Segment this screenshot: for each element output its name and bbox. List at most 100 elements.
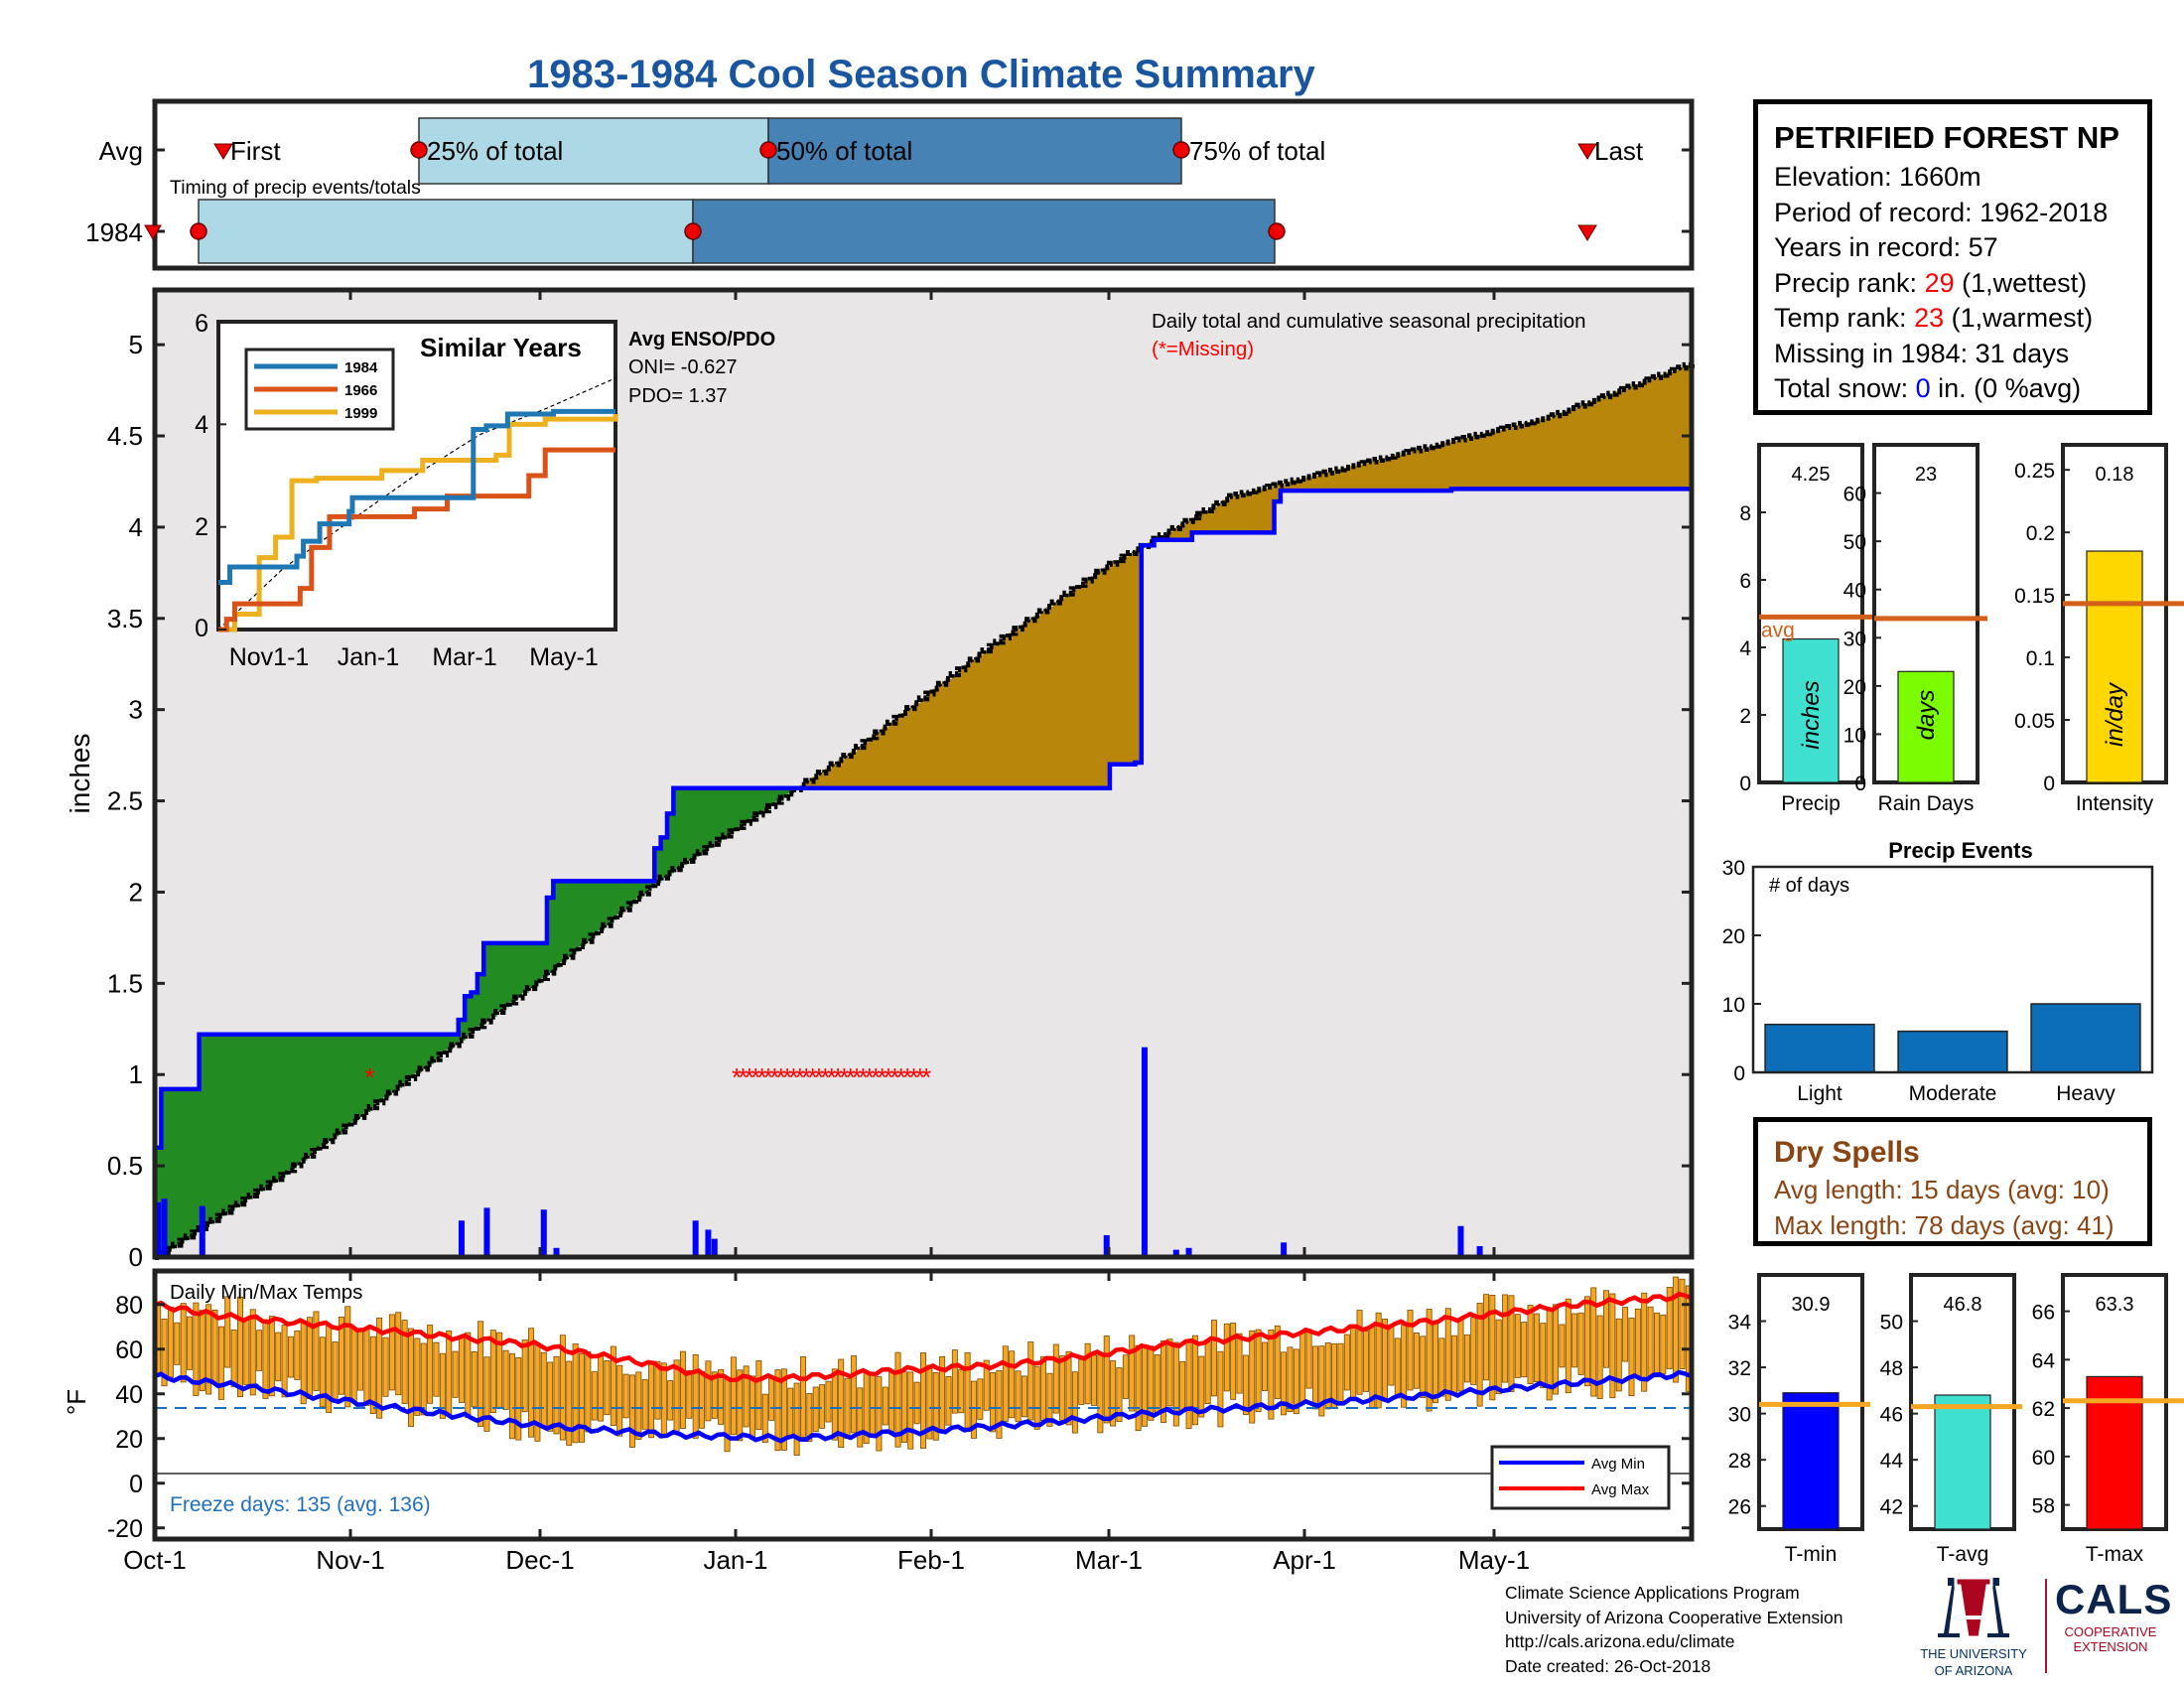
temp-summary-tick-label: 42 bbox=[1880, 1496, 1903, 1519]
y-tick-label: 3 bbox=[129, 695, 143, 725]
daily-temp-bar bbox=[598, 1354, 605, 1422]
daily-precip-bar bbox=[161, 1198, 168, 1257]
temp-summary-t-max: 58 60 62 64 66 63.3 T-max bbox=[2032, 1273, 2184, 1566]
mini-chart-precip: 0 2 4 6 8 avg 4.25 inches Precip bbox=[1739, 443, 1872, 815]
y-tick-label: 2.5 bbox=[107, 786, 143, 816]
temp-title: Daily Min/Max Temps bbox=[170, 1281, 362, 1304]
x-tick-label: Jan-1 bbox=[703, 1545, 767, 1575]
daily-temp-bar bbox=[427, 1325, 434, 1404]
daily-temp-bar bbox=[408, 1328, 414, 1428]
inset-xtick: Nov1-1 bbox=[229, 643, 310, 671]
y-tick-label: 1 bbox=[129, 1059, 143, 1089]
missing-marker: * bbox=[756, 1062, 766, 1092]
cals-logo[interactable]: CALS COOPERATIVE EXTENSION bbox=[2055, 1575, 2171, 1654]
daily-temp-bar bbox=[420, 1342, 427, 1416]
daily-temp-bar bbox=[237, 1296, 243, 1398]
daily-temp-bar bbox=[819, 1384, 826, 1429]
daily-temp-bar bbox=[1495, 1319, 1502, 1395]
inset-series-1999 bbox=[218, 414, 618, 633]
mini-tick-label: 50 bbox=[1843, 531, 1866, 554]
daily-temp-bar bbox=[1394, 1337, 1401, 1399]
daily-temp-bar bbox=[977, 1378, 984, 1420]
daily-temp-bar bbox=[1337, 1342, 1344, 1406]
mini-value-label: 23 bbox=[1915, 464, 1937, 486]
temp-rank-label: Temp rank: bbox=[1774, 303, 1915, 333]
daily-temp-bar bbox=[1078, 1358, 1085, 1405]
daily-temp-bar bbox=[161, 1319, 168, 1387]
y-tick-label: 2 bbox=[129, 877, 143, 907]
daily-temp-bar bbox=[628, 1374, 635, 1448]
summary-bar-charts: 0 2 4 6 8 avg 4.25 inches Precip 0 10 20 30 40 50 60 23 d… bbox=[1739, 443, 2184, 815]
daily-temp-bar bbox=[1198, 1355, 1205, 1418]
station-stats-box: PETRIFIED FOREST NP Elevation: 1660m Per… bbox=[1753, 99, 2152, 415]
daily-temp-bar bbox=[187, 1316, 194, 1370]
daily-temp-bar bbox=[1154, 1354, 1160, 1413]
missing-marker: * bbox=[871, 1062, 881, 1092]
daily-temp-bar bbox=[610, 1345, 616, 1427]
daily-temp-bar bbox=[1287, 1346, 1294, 1413]
daily-temp-bar bbox=[1641, 1292, 1648, 1392]
missing-marker: * bbox=[889, 1062, 899, 1092]
cals-line2: EXTENSION bbox=[2073, 1639, 2148, 1654]
daily-temp-bar bbox=[478, 1321, 484, 1428]
mini-tick-label: 4 bbox=[1739, 637, 1751, 660]
daily-temp-bar bbox=[357, 1328, 364, 1391]
temp-summary-label: T-min bbox=[1785, 1543, 1838, 1566]
x-tick-label: Dec-1 bbox=[505, 1545, 574, 1575]
temp-summary-tick-label: 64 bbox=[2032, 1349, 2056, 1372]
daily-temp-bar bbox=[508, 1352, 515, 1440]
daily-temp-bar bbox=[313, 1311, 320, 1391]
daily-temp-bar bbox=[376, 1317, 383, 1419]
daily-temp-bar bbox=[1027, 1341, 1034, 1421]
daily-temp-bar bbox=[1679, 1278, 1686, 1369]
daily-temp-bar bbox=[799, 1356, 806, 1438]
daily-temp-bar bbox=[414, 1337, 421, 1416]
daily-temp-bar bbox=[256, 1330, 263, 1371]
main-ylabel: inches bbox=[65, 734, 95, 814]
mini-unit-label: days bbox=[1913, 690, 1940, 741]
daily-temp-bar bbox=[1514, 1314, 1521, 1378]
daily-temp-bar bbox=[907, 1371, 914, 1450]
label-25pct: 25% of total bbox=[427, 136, 563, 166]
temp-summary-bar bbox=[1782, 1392, 1840, 1530]
missing-marker: * bbox=[865, 1062, 875, 1092]
daily-temp-bar bbox=[1362, 1331, 1369, 1392]
daily-temp-bar bbox=[1217, 1350, 1224, 1428]
missing-marker: * bbox=[833, 1062, 843, 1092]
missing-marker: * bbox=[788, 1062, 798, 1092]
missing-marker: * bbox=[820, 1062, 830, 1092]
daily-precip-bar bbox=[155, 1201, 162, 1257]
footer-link[interactable]: http://cals.arizona.edu/climate bbox=[1505, 1631, 1735, 1651]
daily-temp-bar bbox=[388, 1314, 395, 1391]
daily-temp-bar bbox=[585, 1351, 592, 1433]
mini-tick-label: 60 bbox=[1843, 484, 1866, 506]
daily-temp-bar bbox=[1071, 1371, 1078, 1434]
daily-temp-bar bbox=[990, 1372, 997, 1433]
temp-summary-tick-label: 32 bbox=[1728, 1357, 1751, 1380]
temp-y-tick-label: 20 bbox=[115, 1426, 143, 1454]
daily-temp-bar bbox=[1583, 1296, 1590, 1387]
missing-marker: * bbox=[921, 1062, 931, 1092]
events-tick-label: 10 bbox=[1722, 994, 1745, 1017]
mini-tick-label: 0.15 bbox=[2014, 585, 2055, 608]
university-of-arizona-logo[interactable]: THE UNIVERSITY OF ARIZONA bbox=[1914, 1574, 2033, 1678]
missing-text: Missing in 1984: 31 days bbox=[1774, 338, 2070, 368]
y-tick-label: 0 bbox=[129, 1242, 143, 1272]
missing-marker: * bbox=[732, 1062, 742, 1092]
daily-temp-bar bbox=[1596, 1315, 1603, 1399]
daily-temp-bar bbox=[1179, 1360, 1186, 1412]
temp-rank-note: (1,warmest) bbox=[1944, 303, 2094, 333]
daily-temp-bar bbox=[344, 1306, 351, 1408]
missing-marker: * bbox=[902, 1062, 912, 1092]
daily-temp-bar bbox=[1407, 1310, 1414, 1391]
x-tick-label: May-1 bbox=[1458, 1545, 1530, 1575]
daily-precip-bar bbox=[1476, 1245, 1483, 1257]
daily-temp-bar bbox=[521, 1339, 528, 1413]
daily-temp-bar bbox=[604, 1359, 611, 1416]
daily-temp-bar bbox=[679, 1350, 686, 1429]
daily-temp-bar bbox=[730, 1356, 737, 1436]
daily-temp-bar bbox=[1091, 1354, 1097, 1406]
main-legend-line1: Daily total and cumulative seasonal prec… bbox=[1152, 310, 1586, 333]
daily-temp-bar bbox=[1059, 1354, 1066, 1421]
elevation-text: Elevation: 1660m bbox=[1774, 162, 1981, 192]
